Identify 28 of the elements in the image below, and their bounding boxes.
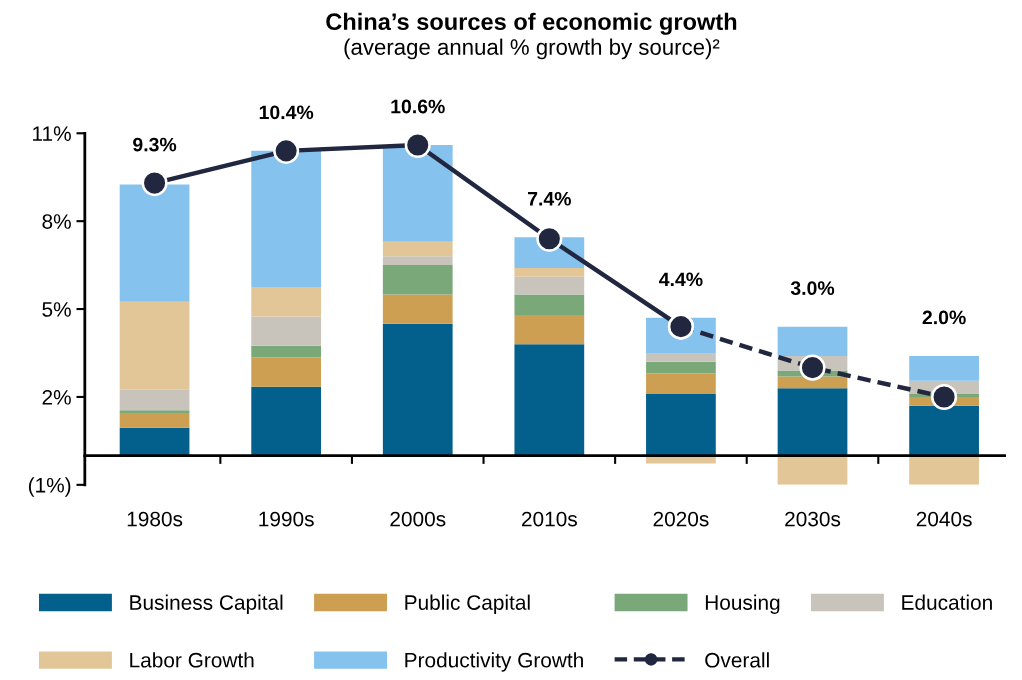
x-tick-label: 2040s [916, 511, 972, 527]
legend-label: Productivity Growth [405, 652, 583, 672]
y-tick-label: (1%) [28, 477, 71, 497]
x-tick-label: 2020s [653, 511, 709, 527]
chart-subtitle: (average annual % growth by source)² [344, 38, 720, 60]
data-label: 3.0% [790, 281, 835, 296]
data-label: 10.6% [391, 99, 445, 114]
legend-label: Public Capital [405, 594, 530, 615]
data-label: 4.4% [659, 272, 703, 287]
legend-label: Housing [705, 594, 780, 615]
legend-label: Business Capital [130, 594, 283, 615]
x-tick-label: 2030s [785, 511, 841, 527]
data-label: 10.4% [259, 105, 314, 120]
y-tick-label: 8% [42, 214, 71, 229]
data-label: 2.0% [922, 310, 966, 325]
x-tick-label: 2010s [522, 511, 577, 527]
data-label: 9.3% [133, 137, 177, 152]
y-tick-label: 2% [42, 389, 71, 405]
legend-label: Education [902, 594, 992, 610]
legend-label: Overall [705, 652, 769, 668]
data-label: 7.4% [528, 191, 571, 206]
x-tick-label: 1990s [259, 511, 314, 527]
legend-label: Labor Growth [130, 652, 254, 668]
x-tick-label: 2000s [390, 511, 446, 527]
chart-title: China’s sources of economic growth [326, 12, 737, 35]
x-tick-label: 1980s [127, 511, 183, 527]
y-tick-label: 5% [42, 302, 71, 317]
y-tick-label: 11% [33, 126, 71, 141]
